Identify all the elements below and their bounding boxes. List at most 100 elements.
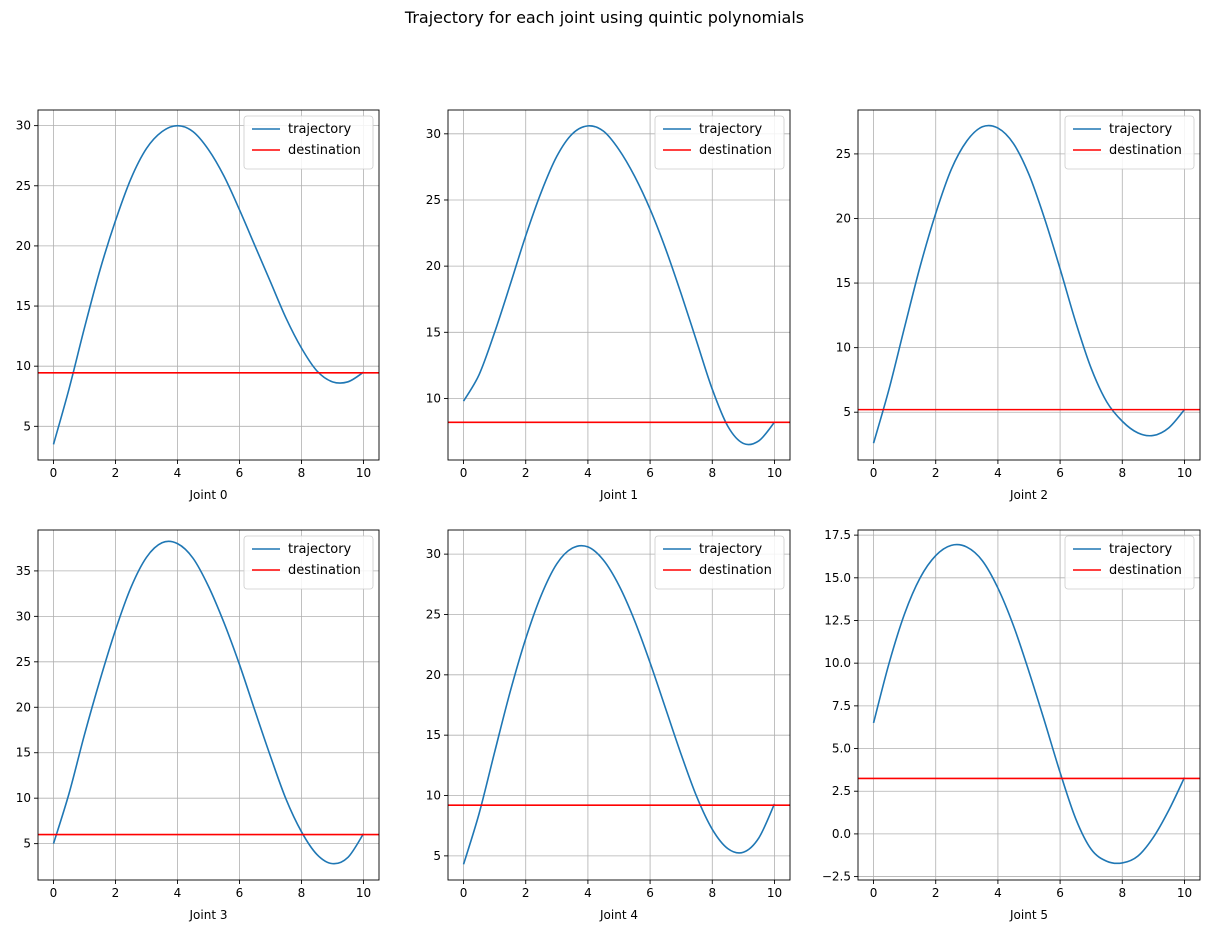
- y-tick-label: 35: [16, 564, 31, 578]
- y-tick-label: 5.0: [832, 742, 851, 756]
- y-tick-label: 25: [426, 193, 441, 207]
- y-tick-label: 15: [16, 299, 31, 313]
- x-axis-label: Joint 0: [189, 488, 228, 502]
- x-tick-label: 6: [236, 466, 244, 480]
- y-tick-label: 30: [16, 119, 31, 133]
- x-tick-label: 8: [1118, 886, 1126, 900]
- x-tick-label: 10: [356, 886, 371, 900]
- x-tick-label: 10: [767, 886, 782, 900]
- x-tick-label: 0: [460, 466, 468, 480]
- legend-label-destination: destination: [699, 563, 772, 578]
- legend-label-trajectory: trajectory: [288, 122, 352, 137]
- y-tick-label: 15.0: [824, 571, 851, 585]
- y-tick-label: 15: [836, 276, 851, 290]
- legend: trajectory destination: [1064, 115, 1195, 170]
- y-tick-label: 5: [433, 849, 441, 863]
- x-tick-label: 2: [522, 466, 530, 480]
- x-tick-label: 6: [646, 886, 654, 900]
- x-tick-label: 4: [584, 466, 592, 480]
- subplot-4: 0 2 4 6 8 10 5 10 15 20 25 30 Joint 4 trajectory desti…: [426, 529, 791, 922]
- x-tick-label: 8: [708, 886, 716, 900]
- x-tick-label: 2: [932, 466, 940, 480]
- legend: trajectory destination: [243, 115, 374, 170]
- x-tick-label: 6: [1056, 466, 1064, 480]
- x-axis-label: Joint 1: [599, 488, 638, 502]
- legend-label-trajectory: trajectory: [699, 122, 763, 137]
- x-tick-label: 8: [298, 886, 306, 900]
- legend: trajectory destination: [1064, 535, 1195, 590]
- x-tick-label: 8: [708, 466, 716, 480]
- legend: trajectory destination: [243, 535, 374, 590]
- y-tick-label: 25: [836, 147, 851, 161]
- axes-frame: [37, 109, 380, 461]
- y-tick-label: 10: [836, 341, 851, 355]
- y-tick-label: 10: [426, 391, 441, 405]
- y-tick-label: 30: [426, 547, 441, 561]
- x-tick-label: 4: [584, 886, 592, 900]
- trajectory-line: [52, 540, 365, 865]
- subplot-3: 0 2 4 6 8 10 5 10 15 20 25 30 35 Joint 3 trajectory des…: [16, 529, 380, 922]
- y-tick-label: 25: [426, 607, 441, 621]
- x-tick-label: 10: [767, 466, 782, 480]
- x-tick-label: 4: [174, 886, 182, 900]
- subplot-1: 0 2 4 6 8 10 10 15 20 25 30 Joint 1 trajectory destin…: [426, 109, 791, 502]
- y-tick-label: 10.0: [824, 656, 851, 670]
- y-tick-label: 15: [16, 746, 31, 760]
- x-tick-label: 4: [994, 466, 1002, 480]
- y-tick-label: 12.5: [824, 613, 851, 627]
- trajectory-line: [462, 544, 776, 865]
- x-tick-label: 0: [50, 466, 58, 480]
- x-tick-label: 10: [356, 466, 371, 480]
- x-axis-label: Joint 5: [1009, 908, 1048, 922]
- x-tick-label: 4: [174, 466, 182, 480]
- x-tick-label: 0: [870, 466, 878, 480]
- x-tick-label: 2: [112, 466, 120, 480]
- axes-frame: [37, 529, 380, 881]
- y-tick-label: 0.0: [832, 827, 851, 841]
- y-tick-label: 15: [426, 728, 441, 742]
- legend: trajectory destination: [654, 115, 785, 170]
- legend-label-destination: destination: [288, 563, 361, 578]
- trajectory-line: [872, 543, 1186, 865]
- x-tick-label: 0: [460, 886, 468, 900]
- y-tick-label: 20: [16, 700, 31, 714]
- y-tick-label: 20: [836, 211, 851, 225]
- legend-label-destination: destination: [288, 143, 361, 158]
- x-axis-label: Joint 2: [1009, 488, 1048, 502]
- x-tick-label: 4: [994, 886, 1002, 900]
- trajectory-line: [52, 124, 364, 445]
- y-tick-label: 20: [426, 259, 441, 273]
- legend: trajectory destination: [654, 535, 785, 590]
- y-tick-label: 30: [16, 609, 31, 623]
- axes-frame: [857, 529, 1201, 881]
- legend-label-trajectory: trajectory: [699, 542, 763, 557]
- legend-label-trajectory: trajectory: [1109, 122, 1173, 137]
- x-axis-label: Joint 4: [599, 908, 638, 922]
- x-tick-label: 0: [870, 886, 878, 900]
- y-tick-label: 15: [426, 325, 441, 339]
- y-tick-label: 20: [426, 668, 441, 682]
- x-tick-label: 2: [112, 886, 120, 900]
- x-tick-label: 10: [1177, 886, 1192, 900]
- x-axis-label: Joint 3: [189, 908, 228, 922]
- subplot-5: 0 2 4 6 8 10 −2.5 0.0 2.5 5.0 7.5 10.0 12.5 15.0 17.5 J…: [822, 528, 1201, 922]
- subplot-0: 0 2 4 6 8 10 5 10 15 20 25 30 Joint 0 trajectory desti…: [16, 109, 380, 502]
- x-tick-label: 2: [932, 886, 940, 900]
- x-tick-label: 6: [236, 886, 244, 900]
- subplot-2: 0 2 4 6 8 10 5 10 15 20 25 Joint 2 trajectory destina…: [836, 109, 1201, 502]
- figure-title: Trajectory for each joint using quintic …: [404, 8, 805, 27]
- y-tick-label: 17.5: [824, 528, 851, 542]
- axes-frame: [447, 109, 791, 461]
- legend-label-trajectory: trajectory: [1109, 542, 1173, 557]
- x-tick-label: 2: [522, 886, 530, 900]
- x-tick-label: 6: [646, 466, 654, 480]
- y-tick-label: −2.5: [822, 870, 851, 884]
- x-tick-label: 10: [1177, 466, 1192, 480]
- y-tick-label: 5: [23, 837, 31, 851]
- y-tick-label: 10: [426, 789, 441, 803]
- trajectory-line: [872, 124, 1186, 444]
- legend-label-destination: destination: [699, 143, 772, 158]
- y-tick-label: 10: [16, 359, 31, 373]
- legend-label-trajectory: trajectory: [288, 542, 352, 557]
